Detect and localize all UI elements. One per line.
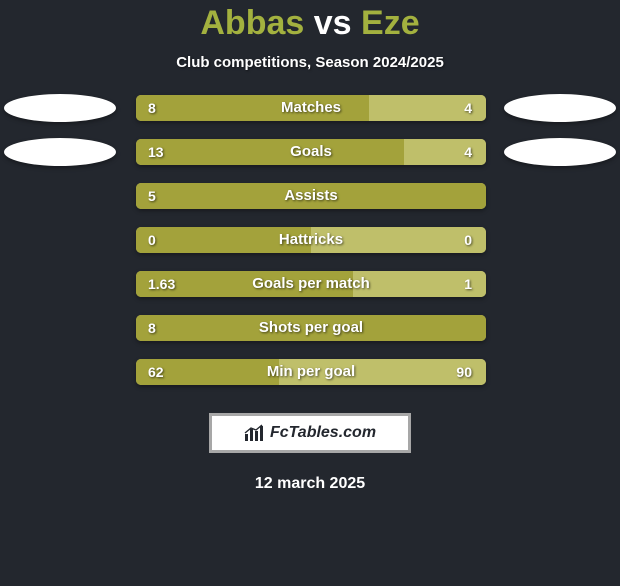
value-left: 5 [148,183,156,209]
bar-track [136,227,486,253]
bar-track [136,359,486,385]
ellipse-left [4,94,116,122]
stat-row: 8Shots per goal [0,315,620,341]
player2-name: Eze [361,4,420,42]
stat-row: 00Hattricks [0,227,620,253]
stat-row: 84Matches [0,95,620,121]
fctables-logo: FcTables.com [209,413,411,453]
stat-row: 5Assists [0,183,620,209]
stats-rows: 84Matches134Goals5Assists00Hattricks1.63… [0,95,620,385]
value-left: 8 [148,315,156,341]
bar-track [136,271,486,297]
bar-track [136,183,486,209]
value-left: 1.63 [148,271,175,297]
bar-track [136,95,486,121]
value-left: 8 [148,95,156,121]
value-right: 1 [464,271,472,297]
value-right: 0 [464,227,472,253]
stat-row: 134Goals [0,139,620,165]
date-text: 12 march 2025 [0,475,620,493]
player1-name: Abbas [200,4,304,42]
value-right: 4 [464,139,472,165]
value-right: 90 [456,359,472,385]
bar-right [311,227,486,253]
bars-icon [244,424,264,442]
logo-text: FcTables.com [270,424,376,442]
bar-left [136,315,486,341]
value-left: 62 [148,359,164,385]
bar-left [136,95,369,121]
stat-row: 1.631Goals per match [0,271,620,297]
vs-text: vs [314,4,352,42]
bar-left [136,227,311,253]
bar-right [279,359,486,385]
ellipse-right [504,94,616,122]
bar-left [136,183,486,209]
bar-track [136,139,486,165]
value-right: 4 [464,95,472,121]
stat-row: 6290Min per goal [0,359,620,385]
subtitle: Club competitions, Season 2024/2025 [0,54,620,71]
ellipse-right [504,138,616,166]
bar-right [404,139,486,165]
bar-track [136,315,486,341]
value-left: 0 [148,227,156,253]
ellipse-left [4,138,116,166]
bar-left [136,139,404,165]
value-left: 13 [148,139,164,165]
comparison-title: Abbas vs Eze [0,6,620,40]
